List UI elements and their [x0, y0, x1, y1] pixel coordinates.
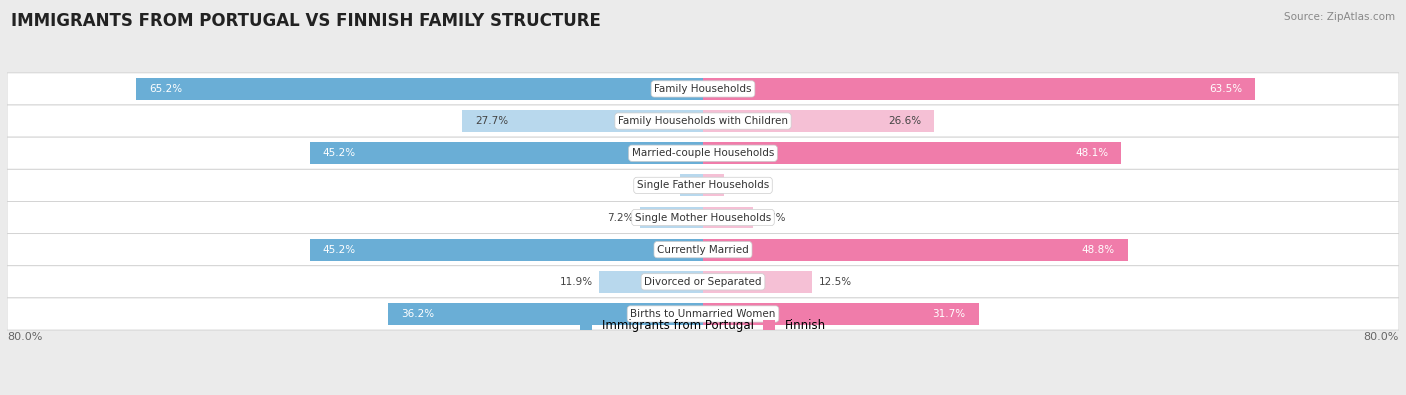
Text: Family Households with Children: Family Households with Children	[619, 116, 787, 126]
Text: 80.0%: 80.0%	[7, 332, 42, 342]
Text: 31.7%: 31.7%	[932, 309, 966, 319]
Text: Married-couple Households: Married-couple Households	[631, 148, 775, 158]
Text: 26.6%: 26.6%	[889, 116, 921, 126]
Bar	[136, 78, 703, 100]
Text: 5.7%: 5.7%	[759, 213, 786, 222]
FancyBboxPatch shape	[7, 73, 1399, 105]
Text: 12.5%: 12.5%	[818, 277, 852, 287]
Bar	[309, 239, 703, 261]
Text: IMMIGRANTS FROM PORTUGAL VS FINNISH FAMILY STRUCTURE: IMMIGRANTS FROM PORTUGAL VS FINNISH FAMI…	[11, 12, 602, 30]
Text: Divorced or Separated: Divorced or Separated	[644, 277, 762, 287]
Bar	[703, 207, 752, 228]
Text: Family Households: Family Households	[654, 84, 752, 94]
FancyBboxPatch shape	[7, 201, 1399, 233]
Text: 48.1%: 48.1%	[1076, 148, 1108, 158]
Text: 11.9%: 11.9%	[560, 277, 592, 287]
Text: 80.0%: 80.0%	[1364, 332, 1399, 342]
Text: 27.7%: 27.7%	[475, 116, 508, 126]
Text: 45.2%: 45.2%	[323, 148, 356, 158]
Text: 45.2%: 45.2%	[323, 245, 356, 255]
Text: Currently Married: Currently Married	[657, 245, 749, 255]
Bar	[703, 303, 979, 325]
Bar	[703, 142, 1122, 164]
Bar	[388, 303, 703, 325]
Legend: Immigrants from Portugal, Finnish: Immigrants from Portugal, Finnish	[575, 314, 831, 337]
Text: 63.5%: 63.5%	[1209, 84, 1243, 94]
Text: 65.2%: 65.2%	[149, 84, 181, 94]
Bar	[681, 175, 703, 196]
FancyBboxPatch shape	[7, 105, 1399, 137]
Bar	[640, 207, 703, 228]
Bar	[703, 271, 811, 293]
Bar	[599, 271, 703, 293]
Bar	[463, 110, 703, 132]
FancyBboxPatch shape	[7, 169, 1399, 201]
Text: 7.2%: 7.2%	[607, 213, 633, 222]
Text: 2.4%: 2.4%	[731, 181, 758, 190]
Text: Births to Unmarried Women: Births to Unmarried Women	[630, 309, 776, 319]
Text: 48.8%: 48.8%	[1081, 245, 1115, 255]
Text: Source: ZipAtlas.com: Source: ZipAtlas.com	[1284, 12, 1395, 22]
Bar	[703, 110, 935, 132]
FancyBboxPatch shape	[7, 266, 1399, 298]
FancyBboxPatch shape	[7, 298, 1399, 330]
Text: 36.2%: 36.2%	[401, 309, 434, 319]
Bar	[309, 142, 703, 164]
Text: Single Mother Households: Single Mother Households	[636, 213, 770, 222]
Bar	[703, 78, 1256, 100]
Bar	[703, 239, 1128, 261]
Text: 2.6%: 2.6%	[647, 181, 673, 190]
Bar	[703, 175, 724, 196]
Text: Single Father Households: Single Father Households	[637, 181, 769, 190]
FancyBboxPatch shape	[7, 233, 1399, 266]
FancyBboxPatch shape	[7, 137, 1399, 169]
